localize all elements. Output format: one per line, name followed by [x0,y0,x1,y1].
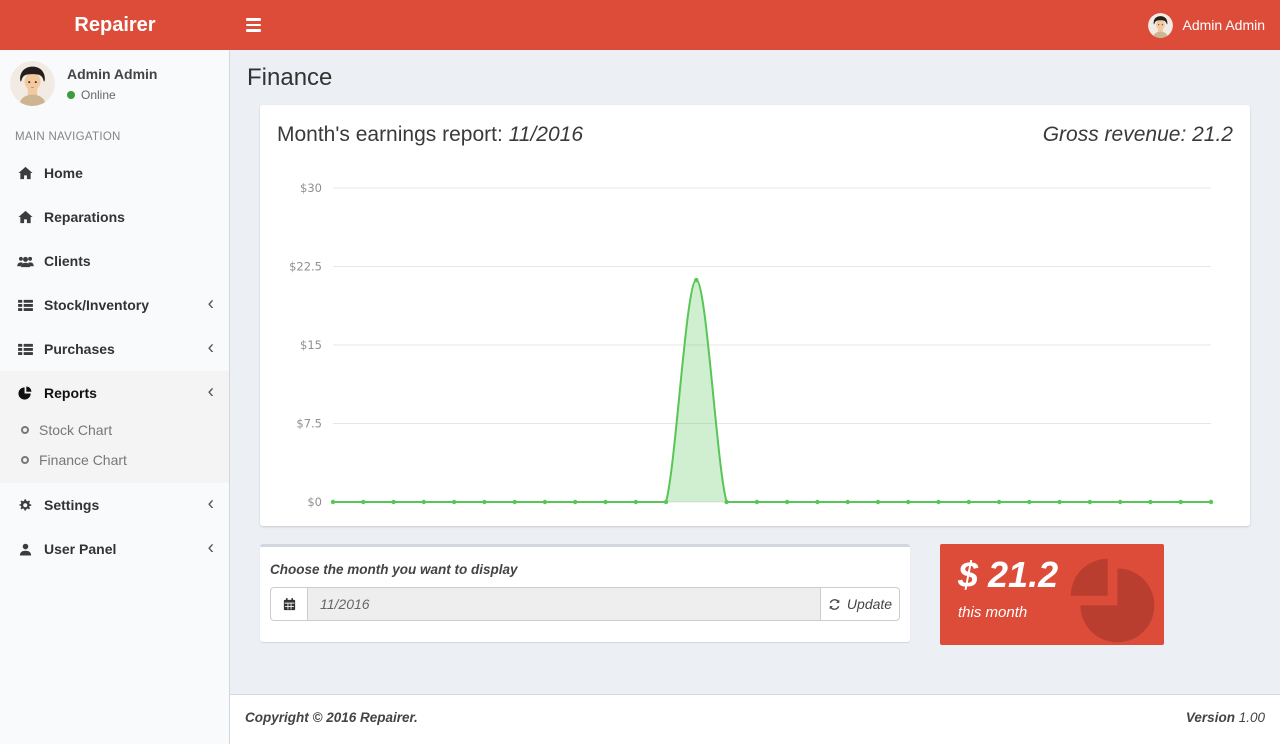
svg-text:$0: $0 [307,495,322,509]
top-navbar: Admin Admin [230,0,1280,50]
update-button[interactable]: Update [820,587,900,621]
finance-area-chart: $0 $7.5 $15 $22.5 $30 [289,181,1214,509]
content: Finance Month's earnings report: 11/2016… [230,50,1280,694]
gross-revenue-label: Gross revenue: 21.2 [1042,123,1233,146]
sidebar-item-home[interactable]: Home [0,151,229,195]
sidebar-item-label: User Panel [44,541,117,557]
user-avatar [1147,12,1173,38]
submenu-item-label: Stock Chart [39,422,113,438]
update-button-label: Update [846,596,893,612]
chevron-left-icon: ‹ [207,293,214,315]
header-user-name: Admin Admin [1182,17,1265,33]
chart-card-header: Month's earnings report: 11/2016 Gross r… [275,119,1235,147]
sidebar-user-panel: Admin Admin Online [0,50,229,117]
list-icon [15,299,35,312]
user-avatar [10,61,55,106]
sidebar-item-user-panel[interactable]: User Panel ‹ [0,527,229,571]
sidebar: Admin Admin Online MAIN NAVIGATION Home … [0,50,230,744]
month-total-amount: $ 21.2 [958,554,1059,595]
sidebar-item-clients[interactable]: Clients [0,239,229,283]
month-input-group: Update [270,587,900,621]
chart-title: Month's earnings report: 11/2016 [277,123,583,147]
sidebar-item-label: Home [44,165,83,181]
month-total-caption: this month [958,604,1028,621]
sidebar-user-name: Admin Admin [67,66,158,82]
chevron-left-icon: ‹ [207,337,214,359]
sidebar-item-settings[interactable]: Settings ‹ [0,483,229,527]
gear-icon [15,498,35,512]
pie-chart-icon [15,386,35,400]
month-picker-label: Choose the month you want to display [270,562,518,577]
earnings-chart-card: Month's earnings report: 11/2016 Gross r… [260,105,1250,526]
users-icon [15,255,35,268]
reports-submenu: Stock Chart Finance Chart [0,415,229,483]
month-input[interactable] [307,587,821,621]
chart-title-text: Month's earnings report: [277,123,509,146]
sidebar-item-finance-chart[interactable]: Finance Chart [0,445,229,475]
main-footer: Copyright © 2016 Repairer. Version 1.00 [230,694,1280,744]
svg-text:$7.5: $7.5 [296,417,322,431]
submenu-item-label: Finance Chart [39,452,127,468]
sidebar-item-reparations[interactable]: Reparations [0,195,229,239]
online-status-dot [67,91,75,99]
hamburger-icon [245,18,261,32]
online-status-label: Online [81,88,116,102]
month-picker-box: Choose the month you want to display [260,544,910,642]
version-text: Version 1.00 [1186,710,1265,729]
refresh-icon [829,598,840,610]
svg-text:$15: $15 [300,338,322,352]
chevron-left-icon: ‹ [207,537,214,559]
home-icon [15,166,35,180]
svg-text:$30: $30 [300,181,322,195]
month-total-box: $ 21.2 this month [940,544,1164,645]
sidebar-item-label: Reparations [44,209,125,225]
version-value: 1.00 [1238,710,1265,725]
sidebar-item-purchases[interactable]: Purchases ‹ [0,327,229,371]
pie-chart-icon [1070,558,1155,643]
sidebar-item-label: Purchases [44,341,115,357]
sidebar-item-stock-chart[interactable]: Stock Chart [0,415,229,445]
sidebar-item-label: Settings [44,497,100,513]
circle-o-icon [21,456,29,464]
calendar-addon [270,587,308,621]
sidebar-item-label: Reports [44,385,97,401]
sidebar-item-label: Stock/Inventory [44,297,150,313]
user-icon [15,543,35,556]
page-title: Finance [247,64,333,91]
nav-section-label: MAIN NAVIGATION [15,131,121,143]
sidebar-toggle-button[interactable] [230,0,276,50]
version-label: Version [1185,710,1235,725]
sidebar-item-stock-inventory[interactable]: Stock/Inventory ‹ [0,283,229,327]
sidebar-menu: Home Reparations Clients [0,151,229,571]
brand-logo[interactable]: Repairer [0,0,230,50]
sidebar-group-reports: Reports ‹ Stock Chart Finance Chart [0,371,229,483]
list-icon [15,343,35,356]
header-user-menu[interactable]: Admin Admin [1133,0,1280,50]
chart-title-month: 11/2016 [508,123,583,146]
home-icon [15,210,35,224]
chevron-left-icon: ‹ [207,493,214,515]
chevron-left-icon: ‹ [207,381,214,403]
bottom-row: Choose the month you want to display [260,544,1250,645]
copyright-text: Copyright © 2016 Repairer. [245,710,418,725]
circle-o-icon [21,426,29,434]
sidebar-user-status: Online [67,88,157,102]
svg-text:$22.5: $22.5 [289,260,322,274]
sidebar-item-reports[interactable]: Reports ‹ [0,371,229,415]
sidebar-item-label: Clients [44,253,91,269]
main-header: Repairer Admin Admin [0,0,1280,50]
